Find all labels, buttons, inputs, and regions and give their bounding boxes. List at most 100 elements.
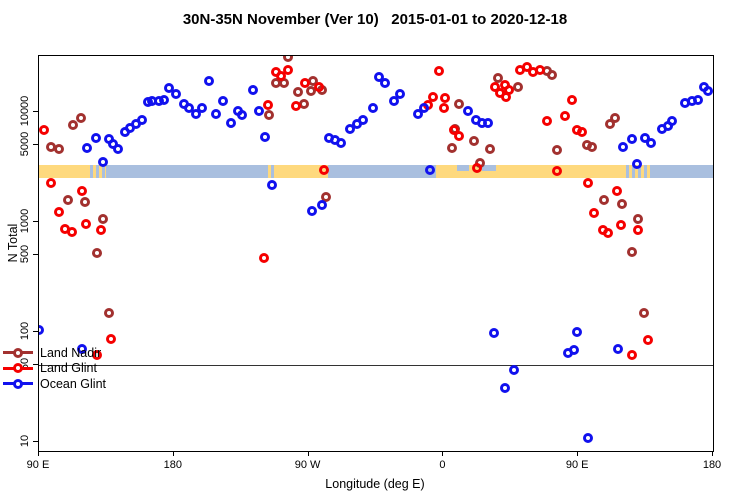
data-point-ocean-glint <box>158 94 169 105</box>
data-point-land-glint <box>290 100 301 111</box>
data-point-land-glint <box>440 93 451 104</box>
data-point-ocean-glint <box>646 137 657 148</box>
data-point-ocean-glint <box>569 345 580 356</box>
y-tick <box>33 441 38 443</box>
data-point-land-glint <box>299 77 310 88</box>
data-point-ocean-glint <box>613 344 624 354</box>
x-tick-label: 90 E <box>565 459 589 471</box>
data-point-ocean-glint <box>170 88 181 99</box>
y-axis-title: N Total <box>6 223 20 263</box>
data-point-land-glint <box>603 227 614 238</box>
legend-item: Land Glint <box>3 361 106 377</box>
data-point-ocean-glint <box>136 115 147 125</box>
data-point-land-glint <box>262 99 273 110</box>
y-tick-label: 100 <box>19 321 31 341</box>
data-point-land-nadir <box>282 56 293 62</box>
data-point-land-nadir <box>587 142 598 153</box>
legend-item: Ocean Glint <box>3 376 106 392</box>
data-point-land-nadir <box>617 198 628 209</box>
data-point-ocean-glint <box>236 109 247 120</box>
legend-label: Land Glint <box>40 361 97 376</box>
data-point-land-glint <box>627 349 638 360</box>
land-ocean-band-segment <box>653 165 713 178</box>
data-point-land-nadir <box>263 109 274 120</box>
data-point-land-glint <box>535 64 546 75</box>
data-point-ocean-glint <box>253 105 264 116</box>
data-point-ocean-glint <box>388 95 399 106</box>
y-tick <box>33 143 38 145</box>
data-point-land-nadir <box>547 69 558 80</box>
data-point-ocean-glint <box>373 71 384 82</box>
data-point-ocean-glint <box>509 365 520 376</box>
data-point-land-nadir <box>513 81 524 92</box>
data-point-ocean-glint <box>335 137 346 148</box>
data-point-land-nadir <box>62 195 73 206</box>
data-point-ocean-glint <box>693 94 703 105</box>
data-point-land-glint <box>427 91 438 102</box>
x-tick-label: 180 <box>163 459 182 471</box>
land-ocean-band-segment <box>106 165 269 178</box>
legend: Land Nadir Land Glint Ocean Glint <box>3 345 106 392</box>
y-tick <box>33 220 38 222</box>
data-point-land-nadir <box>454 98 465 109</box>
data-point-ocean-glint <box>357 115 368 125</box>
data-point-ocean-glint <box>163 83 174 94</box>
y-tick-label: 500 <box>19 244 31 264</box>
data-point-land-glint <box>95 224 106 235</box>
data-point-land-glint <box>77 185 87 196</box>
data-point-land-nadir <box>552 144 563 155</box>
data-point-ocean-glint <box>217 95 228 106</box>
data-point-land-glint <box>258 252 269 263</box>
data-point-land-glint <box>46 178 56 189</box>
data-point-land-glint <box>105 334 116 345</box>
data-point-ocean-glint <box>81 142 92 153</box>
x-tick <box>307 451 309 456</box>
legend-circle-icon <box>13 363 23 374</box>
data-point-land-glint <box>318 164 329 175</box>
land-ocean-band-segment <box>328 165 436 178</box>
data-point-land-nadir <box>485 143 496 154</box>
data-point-land-glint <box>449 124 460 135</box>
legend-symbol <box>3 378 33 389</box>
x-axis-title: Longitude (deg E) <box>325 477 425 491</box>
plot-area <box>38 55 714 452</box>
data-point-land-glint <box>433 66 444 77</box>
data-point-ocean-glint <box>90 132 101 143</box>
data-point-land-nadir <box>627 247 638 258</box>
data-point-land-glint <box>80 219 91 229</box>
x-tick <box>172 451 174 456</box>
x-tick-label: 90 W <box>294 459 321 471</box>
land-ocean-band-segment <box>482 165 496 171</box>
data-point-land-nadir <box>75 113 86 124</box>
land-ocean-band-segment <box>39 165 87 178</box>
data-point-land-glint <box>633 224 644 235</box>
data-point-land-glint <box>612 185 623 196</box>
y-tick-label: 1000 <box>19 208 31 234</box>
y-tick <box>33 330 38 332</box>
data-point-ocean-glint <box>306 205 317 216</box>
data-point-ocean-glint <box>419 103 430 114</box>
data-point-land-glint <box>567 94 578 105</box>
x-tick <box>712 451 713 456</box>
land-ocean-band-segment <box>268 165 276 178</box>
data-point-ocean-glint <box>225 117 236 128</box>
legend-symbol <box>3 347 33 358</box>
legend-circle-icon <box>13 378 23 389</box>
data-point-land-glint <box>501 91 512 102</box>
data-point-land-glint <box>643 334 654 345</box>
data-point-land-glint <box>454 130 465 141</box>
x-tick-label: 90 E <box>26 459 50 471</box>
x-tick <box>442 451 444 456</box>
data-point-ocean-glint <box>316 199 327 210</box>
data-point-ocean-glint <box>190 108 201 119</box>
data-point-ocean-glint <box>413 108 424 119</box>
legend-label: Land Nadir <box>40 345 102 360</box>
x-tick <box>577 451 579 456</box>
y-tick-label: 10000 <box>19 95 31 126</box>
data-point-ocean-glint <box>500 383 511 393</box>
data-point-ocean-glint <box>379 78 390 89</box>
data-point-ocean-glint <box>259 131 270 142</box>
data-point-land-glint <box>53 206 64 217</box>
data-point-ocean-glint <box>367 103 378 114</box>
